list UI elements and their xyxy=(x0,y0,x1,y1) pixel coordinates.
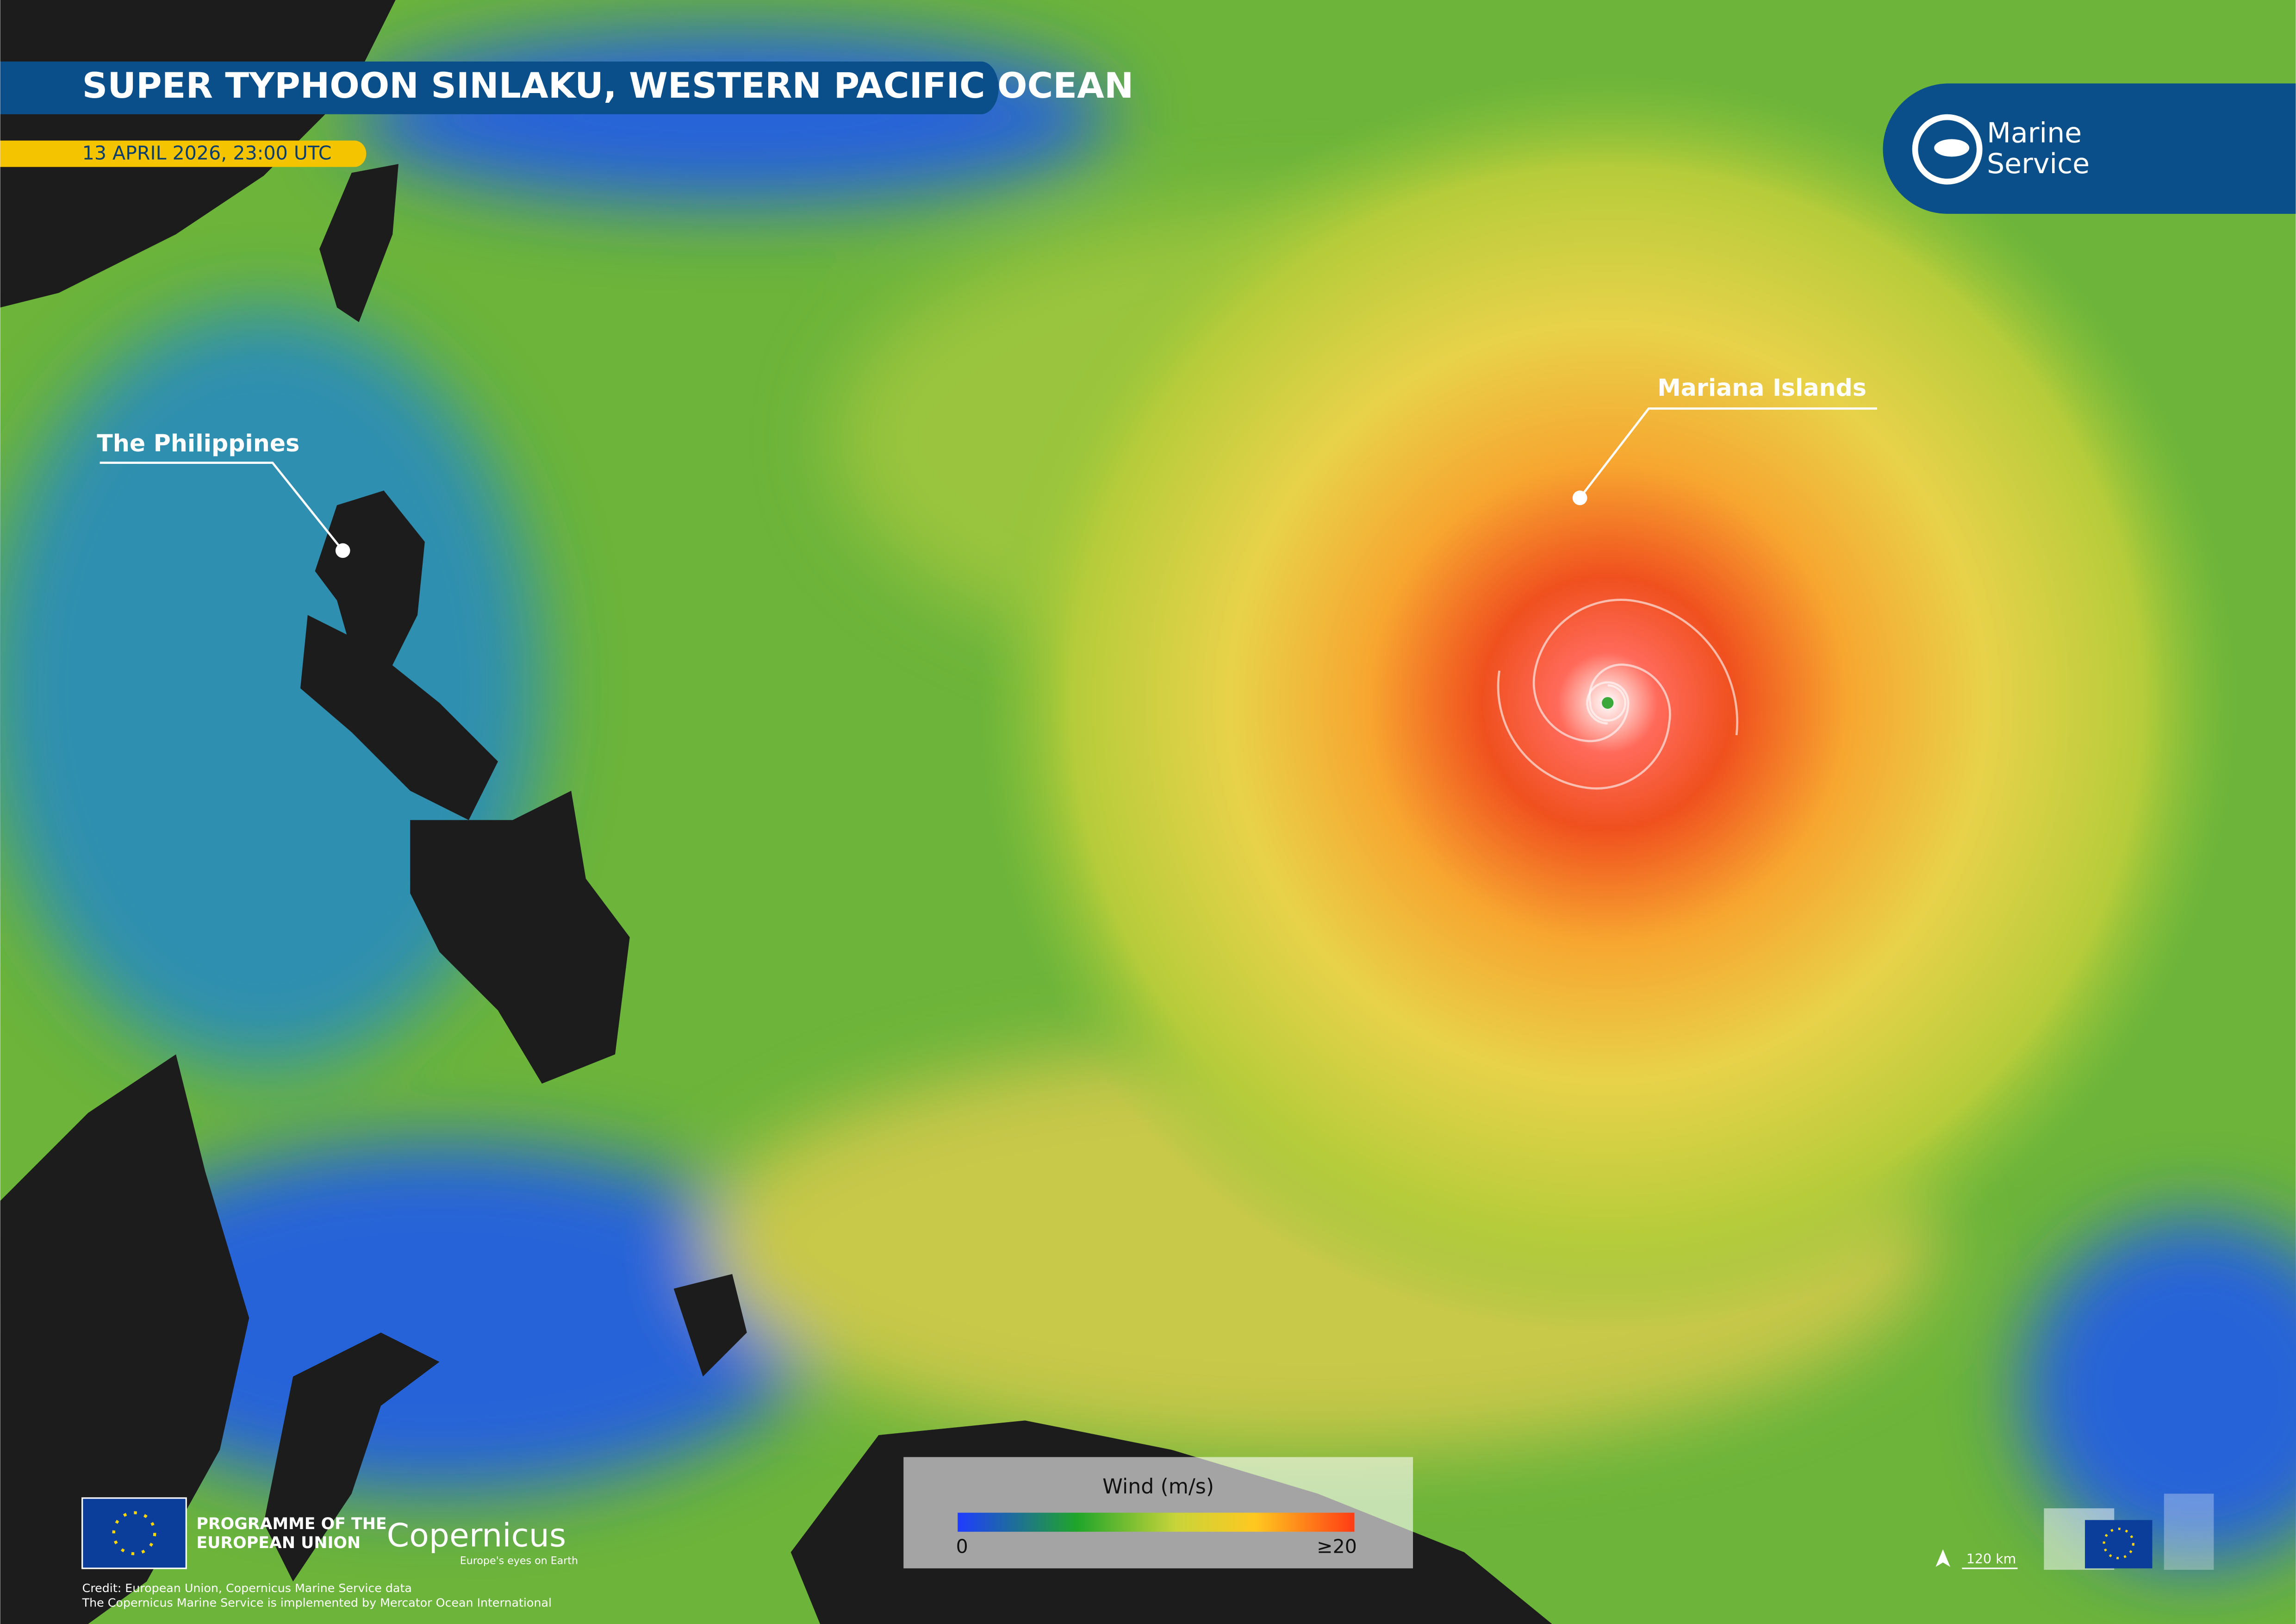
borneo xyxy=(0,1054,249,1624)
luzon xyxy=(315,490,425,674)
eu-stars xyxy=(112,1511,156,1555)
ec-building xyxy=(2164,1493,2214,1570)
marine-logo-fish xyxy=(1934,139,1970,157)
north-arrow xyxy=(1935,1549,1950,1567)
legend-colorbar xyxy=(958,1512,1355,1532)
mindanao xyxy=(410,791,630,1084)
spiral-arm xyxy=(1497,663,1671,790)
label-leader xyxy=(1579,407,1877,499)
label-leader xyxy=(100,462,344,551)
legend-title: Wind (m/s) xyxy=(1102,1475,1214,1499)
legend-min: 0 xyxy=(956,1536,968,1558)
sulawesi xyxy=(263,1332,440,1582)
typhoon-eye xyxy=(1602,697,1614,709)
taiwan xyxy=(319,164,398,322)
title-banner xyxy=(0,61,999,114)
low-wind-area xyxy=(59,1142,820,1494)
credit: The Copernicus Marine Service is impleme… xyxy=(82,1596,552,1610)
halmahera xyxy=(673,1274,747,1377)
place-label: Mariana Islands xyxy=(1657,374,1867,401)
place-label: The Philippines xyxy=(97,430,299,457)
ec-stars xyxy=(2103,1527,2134,1560)
spiral-arm xyxy=(1532,599,1738,743)
copernicus-logo: Copernicus xyxy=(387,1517,566,1554)
eu-text: EUROPEAN UNION xyxy=(196,1534,361,1552)
low-wind-area xyxy=(0,307,542,1069)
logo-line2: Service xyxy=(1987,148,2090,180)
scale-label: 120 km xyxy=(1966,1551,2016,1567)
eu-flag xyxy=(81,1497,187,1569)
marine-logo-box xyxy=(1883,83,2296,214)
credit: Credit: European Union, Copernicus Marin… xyxy=(82,1581,412,1595)
date: 13 APRIL 2026, 23:00 UTC xyxy=(82,142,332,164)
logo-line1: Marine xyxy=(1987,117,2082,150)
eu-text: PROGRAMME OF THE xyxy=(196,1515,386,1533)
title: SUPER TYPHOON SINLAKU, WESTERN PACIFIC O… xyxy=(82,65,1134,106)
low-wind-area xyxy=(2020,1215,2296,1567)
visayas xyxy=(300,615,498,820)
location-dot xyxy=(335,543,350,558)
low-wind-area xyxy=(351,29,1113,205)
typhoon-spiral xyxy=(1497,599,1738,790)
date-banner xyxy=(0,140,367,167)
copernicus-tagline: Europe's eyes on Earth xyxy=(460,1555,578,1567)
location-dot xyxy=(1572,490,1587,506)
marine-logo-ring xyxy=(1912,114,1983,185)
ec-flag xyxy=(2084,1520,2153,1568)
legend-max: ≥20 xyxy=(1317,1536,1357,1558)
